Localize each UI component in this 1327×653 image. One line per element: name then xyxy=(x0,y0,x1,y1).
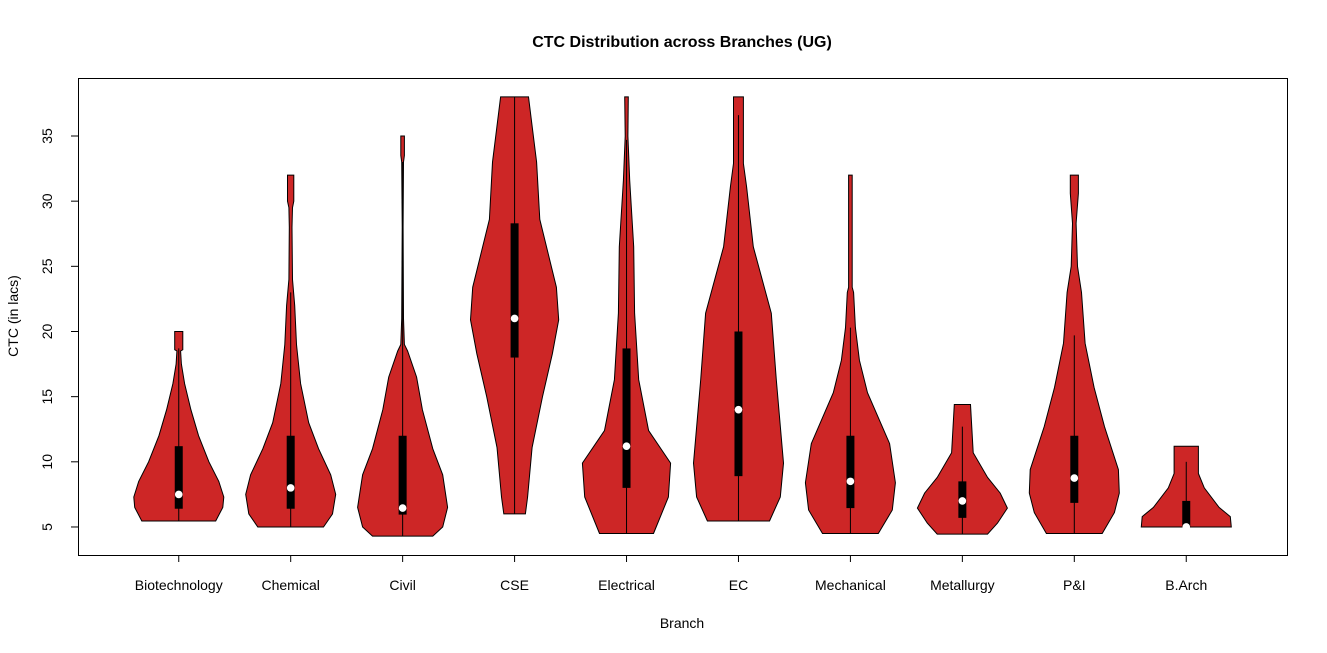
median-point xyxy=(1070,474,1079,482)
median-point xyxy=(1182,523,1191,531)
y-tick-label: 20 xyxy=(39,324,55,340)
violin-ec xyxy=(692,96,785,522)
median-point xyxy=(622,442,631,450)
median-point xyxy=(398,504,407,512)
iqr-box xyxy=(734,331,743,477)
y-tick-label: 10 xyxy=(39,454,55,470)
violins xyxy=(133,96,1232,537)
violin-electrical xyxy=(581,96,672,534)
violin-chemical xyxy=(245,174,337,528)
median-point xyxy=(846,477,855,486)
violin-cse xyxy=(469,96,560,515)
x-tick-label: Civil xyxy=(389,577,415,593)
chart-title: CTC Distribution across Branches (UG) xyxy=(532,34,832,51)
x-axis-label: Branch xyxy=(660,615,704,631)
iqr-box xyxy=(398,435,407,515)
violin-biotechnology xyxy=(133,331,225,522)
iqr-box xyxy=(1182,500,1191,527)
y-tick-label: 15 xyxy=(39,389,55,405)
x-tick-label: Mechanical xyxy=(815,577,886,593)
violin-mechanical xyxy=(804,174,896,534)
plot-frame xyxy=(78,78,1288,556)
x-tick-label: Electrical xyxy=(598,577,655,593)
violin-civil xyxy=(357,135,449,537)
violin-metallurgy xyxy=(916,404,1008,535)
median-point xyxy=(174,490,183,499)
iqr-box xyxy=(286,435,295,509)
x-tick-label: Chemical xyxy=(262,577,320,593)
violin-p-i xyxy=(1028,174,1120,534)
iqr-box xyxy=(1070,435,1079,503)
median-point xyxy=(958,497,967,505)
median-point xyxy=(734,405,743,414)
median-point xyxy=(510,314,519,323)
x-tick-label: Biotechnology xyxy=(135,577,223,593)
y-tick-label: 35 xyxy=(39,128,55,144)
x-tick-label: B.Arch xyxy=(1165,577,1207,593)
x-tick-label: CSE xyxy=(500,577,529,593)
iqr-box xyxy=(174,446,183,509)
median-point xyxy=(286,484,295,492)
y-tick-label: 25 xyxy=(39,258,55,274)
iqr-box xyxy=(510,223,519,358)
y-axis-label: CTC (in lacs) xyxy=(5,275,21,357)
iqr-box xyxy=(622,348,631,488)
iqr-box xyxy=(846,435,855,509)
y-tick-label: 30 xyxy=(39,193,55,209)
x-tick-label: EC xyxy=(729,577,748,593)
violin-b-arch xyxy=(1140,445,1232,531)
x-tick-label: P&I xyxy=(1063,577,1086,593)
x-tick-label: Metallurgy xyxy=(930,577,995,593)
y-tick-label: 5 xyxy=(39,523,55,531)
